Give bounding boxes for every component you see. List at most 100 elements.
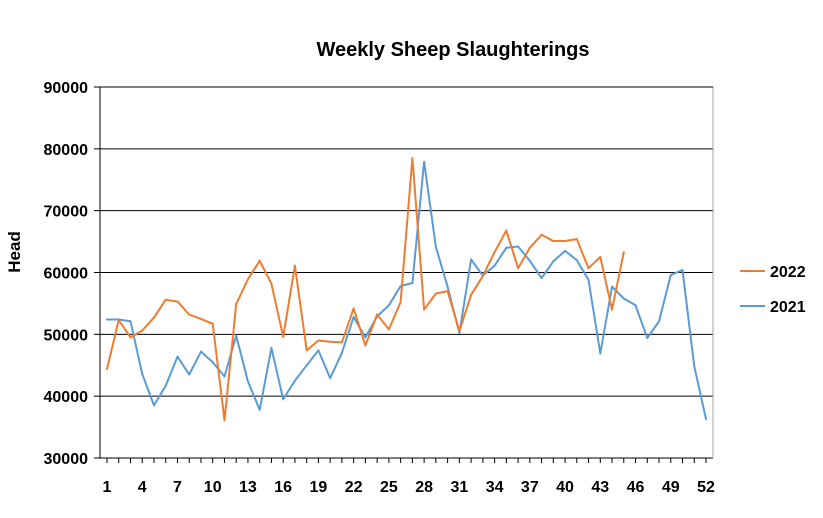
data-point-2022: [458, 330, 461, 333]
data-point-2022: [481, 275, 484, 278]
data-point-2022: [434, 292, 437, 295]
data-point-2022: [599, 256, 602, 259]
data-point-2021: [352, 316, 355, 319]
data-point-2022: [282, 335, 285, 338]
x-tick-label: 37: [521, 479, 539, 496]
data-point-2021: [270, 346, 273, 349]
data-point-2021: [223, 375, 226, 378]
series-line-2022: [106, 157, 625, 422]
y-axis-label: Head: [5, 231, 24, 273]
data-point-2021: [106, 318, 108, 321]
data-point-2022: [317, 339, 320, 342]
data-point-2021: [446, 285, 449, 288]
data-point-2022: [141, 329, 144, 332]
data-point-2022: [117, 319, 120, 322]
data-point-2022: [423, 308, 426, 311]
data-point-2022: [493, 251, 496, 254]
y-tick-label: 60000: [44, 266, 89, 283]
data-point-2022: [246, 278, 249, 281]
x-tick-label: 16: [274, 479, 292, 496]
data-point-2021: [611, 285, 614, 288]
data-point-2021: [564, 249, 567, 252]
data-point-2021: [622, 297, 625, 300]
data-point-2022: [364, 344, 367, 347]
data-point-2021: [176, 355, 179, 358]
data-point-2021: [458, 332, 461, 335]
x-tick-label: 46: [627, 479, 645, 496]
x-tick-label: 13: [239, 479, 257, 496]
data-point-2021: [387, 304, 390, 307]
data-point-2021: [141, 372, 144, 375]
data-point-2022: [399, 301, 402, 304]
data-point-2022: [270, 282, 273, 285]
legend-label-2022: 2022: [770, 264, 806, 281]
x-tick-labels: 1 4 7 10 13 16 19 22 25 28 31 34 37 40 43 46 49 52: [103, 479, 715, 496]
data-point-2021: [164, 384, 167, 387]
data-point-2022: [188, 313, 191, 316]
data-point-2022: [352, 307, 355, 310]
x-tick-label: 19: [310, 479, 328, 496]
data-point-2022: [176, 300, 179, 303]
x-tick-label: 40: [556, 479, 574, 496]
data-point-2021: [293, 379, 296, 382]
data-point-2022: [211, 322, 214, 325]
data-point-2021: [211, 361, 214, 364]
data-point-2021: [246, 380, 249, 383]
data-point-2021: [693, 365, 696, 368]
y-tick-labels: 30000 40000 50000 60000 70000 80000 90000: [44, 80, 89, 468]
data-point-2021: [129, 320, 132, 323]
y-tick-label: 90000: [44, 80, 89, 97]
data-point-2022: [293, 264, 296, 267]
data-point-2022: [152, 316, 155, 319]
data-point-2022: [376, 313, 379, 316]
y-tick-label: 50000: [44, 327, 89, 344]
legend: 2022 2021: [740, 264, 806, 316]
data-point-2021: [188, 373, 191, 376]
y-tick-label: 40000: [44, 389, 89, 406]
data-point-2021: [705, 418, 707, 421]
data-point-2021: [528, 259, 531, 262]
data-point-2021: [634, 304, 637, 307]
data-point-2022: [611, 308, 614, 311]
data-point-2021: [505, 246, 508, 249]
data-point-2021: [646, 337, 649, 340]
y-tick-label: 70000: [44, 204, 89, 221]
data-point-2022: [223, 419, 226, 422]
data-point-2022: [305, 349, 308, 352]
data-point-2021: [599, 352, 602, 355]
data-point-2022: [329, 340, 332, 343]
y-tick-label: 80000: [44, 142, 89, 159]
data-point-2022: [517, 267, 520, 270]
data-point-2022: [622, 251, 625, 254]
axes: [94, 86, 714, 463]
x-tick-label: 31: [450, 479, 468, 496]
data-point-2022: [129, 336, 132, 339]
data-point-2022: [470, 293, 473, 296]
x-tick-label: 10: [204, 479, 222, 496]
data-point-2021: [540, 277, 543, 280]
data-point-2021: [411, 282, 414, 285]
x-tick-label: 43: [591, 479, 609, 496]
data-point-2021: [364, 336, 367, 339]
x-tick-label: 22: [345, 479, 363, 496]
data-point-2022: [258, 259, 261, 262]
data-point-2021: [658, 320, 661, 323]
data-point-2022: [446, 290, 449, 293]
x-tick-label: 4: [138, 479, 147, 496]
data-point-2021: [423, 160, 426, 163]
y-tick-label: 30000: [44, 451, 89, 468]
data-point-2022: [235, 303, 238, 306]
data-point-2022: [106, 367, 108, 370]
data-point-2021: [517, 245, 520, 248]
data-point-2022: [411, 157, 414, 160]
data-point-2021: [552, 260, 555, 263]
x-tick-label: 1: [103, 479, 112, 496]
x-tick-label: 25: [380, 479, 398, 496]
data-point-2021: [575, 259, 578, 262]
legend-label-2021: 2021: [770, 299, 806, 316]
data-point-2021: [305, 364, 308, 367]
data-point-2021: [493, 264, 496, 267]
data-point-2022: [199, 317, 202, 320]
chart-title: Weekly Sheep Slaughterings: [316, 39, 589, 61]
